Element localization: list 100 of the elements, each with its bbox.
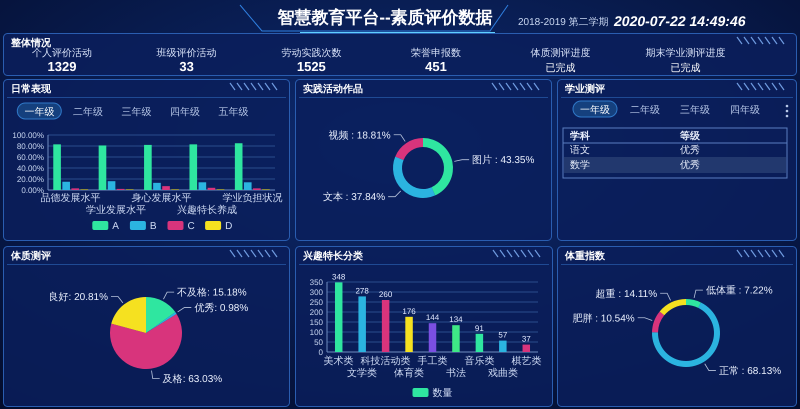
bar [162, 186, 170, 190]
x-tick-label: 学业负担状况 [222, 192, 282, 204]
slice-label: 正常 : 68.13% [718, 365, 782, 378]
bar [62, 182, 70, 190]
text: 四年级 [170, 106, 200, 118]
legend-label: A [112, 221, 120, 232]
text: 二年级 [72, 106, 103, 118]
text: 五年级 [218, 106, 249, 118]
data-label: 57 [498, 330, 508, 340]
text: 一年级 [24, 106, 54, 118]
text: 1329 [48, 59, 76, 74]
bar [499, 340, 507, 352]
legend-label: D [225, 221, 232, 232]
data-label: 278 [355, 286, 370, 296]
bar [108, 181, 116, 190]
text: 荣誉申报数 [411, 47, 461, 59]
data-label: 144 [426, 313, 440, 322]
slice-label: 及格: 63.03% [162, 373, 222, 386]
y-tick-label: 200 [310, 308, 324, 317]
text: 三年级 [680, 104, 710, 116]
x-tick-label: 科技活动类 [360, 355, 411, 367]
text: 数学 [570, 159, 590, 171]
text: 2020-07-22 14:49:46 [613, 13, 746, 29]
data-label: 260 [378, 290, 393, 299]
slice-label: 良好: 20.81% [48, 290, 108, 303]
donut-slice [393, 156, 436, 198]
x-tick-label: 文学类 [347, 367, 378, 379]
data-label: 91 [474, 324, 484, 333]
chart-title: 实践活动作品 [303, 83, 363, 95]
text: 二年级 [630, 104, 660, 116]
bar [198, 182, 206, 190]
donut-slice [423, 138, 453, 196]
y-tick-label: 300 [310, 288, 324, 297]
y-tick-label: 40.00% [16, 164, 44, 173]
text: 优秀 [680, 159, 700, 171]
slice-label: 不及格: 15.18% [177, 286, 247, 299]
text: 个人评价活动 [32, 47, 92, 59]
pie-slice [146, 297, 176, 333]
legend-label: 数量 [432, 388, 452, 399]
y-tick-label: 0 [318, 348, 324, 357]
y-tick-label: 100 [310, 328, 324, 337]
donut-slice [660, 299, 686, 316]
x-tick-label: 戏曲类 [488, 367, 518, 379]
bar [334, 282, 342, 352]
bar [153, 182, 161, 190]
text: 优秀 [680, 144, 700, 156]
bar [98, 145, 106, 190]
text: 劳动实践次数 [281, 47, 342, 59]
chart-title: 体质测评 [10, 250, 51, 262]
data-label: 37 [522, 334, 532, 344]
y-tick-label: 100.00% [12, 131, 44, 140]
chart-title: 日常表现 [11, 83, 52, 95]
bar [189, 144, 198, 190]
slice-label: 文本 : 37.84% [322, 191, 386, 204]
x-tick-label: 音乐类 [464, 355, 494, 367]
slice-label: 优秀: 0.98% [194, 302, 248, 314]
y-tick-label: 150 [310, 318, 324, 327]
text: 整体情况 [10, 37, 52, 49]
donut-slice [652, 302, 720, 367]
text: 451 [425, 59, 447, 74]
text: 学科 [570, 130, 590, 142]
y-tick-label: 60.00% [16, 153, 44, 162]
bar [522, 344, 530, 352]
text: 学业测评 [565, 83, 605, 95]
slice-label: 视频 : 18.81% [328, 129, 391, 142]
chart-title: 兴趣特长分类 [302, 250, 363, 262]
legend-label: C [188, 221, 195, 232]
legend-label: B [150, 221, 157, 232]
text: 2018-2019 第二学期 [518, 16, 609, 28]
bar [244, 182, 252, 190]
donut-slice [652, 312, 664, 332]
bar [476, 334, 484, 352]
text: 期末学业测评进度 [645, 47, 726, 59]
y-tick-label: 80.00% [16, 142, 44, 151]
bar [358, 296, 366, 352]
text: 等级 [679, 130, 701, 142]
text: 智慧教育平台--素质评价数据 [276, 7, 493, 27]
text: 已完成 [670, 62, 700, 74]
text: 四年级 [730, 104, 760, 116]
text: 班级评价活动 [156, 47, 217, 59]
chart-title: 体重指数 [564, 250, 606, 262]
x-tick-label: 兴趣特长养成 [176, 204, 237, 216]
data-label: 348 [332, 272, 346, 282]
bar [53, 144, 61, 190]
x-tick-label: 书法 [446, 367, 466, 379]
text: 体质测评进度 [530, 47, 591, 59]
donut-slice [395, 138, 423, 160]
y-tick-label: 50 [314, 338, 324, 347]
text: 语文 [570, 144, 590, 156]
slice-label: 图片 : 43.35% [472, 154, 534, 166]
x-tick-label: 体育类 [394, 367, 424, 379]
text: 33 [179, 59, 194, 74]
y-tick-label: 250 [310, 298, 324, 307]
text: 已完成 [546, 62, 576, 74]
text: 三年级 [122, 106, 152, 118]
bar [234, 143, 242, 190]
bar [428, 323, 436, 352]
y-tick-label: 20.00% [16, 175, 44, 184]
x-tick-label: 手工类 [418, 355, 448, 367]
x-tick-label: 美术类 [324, 355, 354, 367]
